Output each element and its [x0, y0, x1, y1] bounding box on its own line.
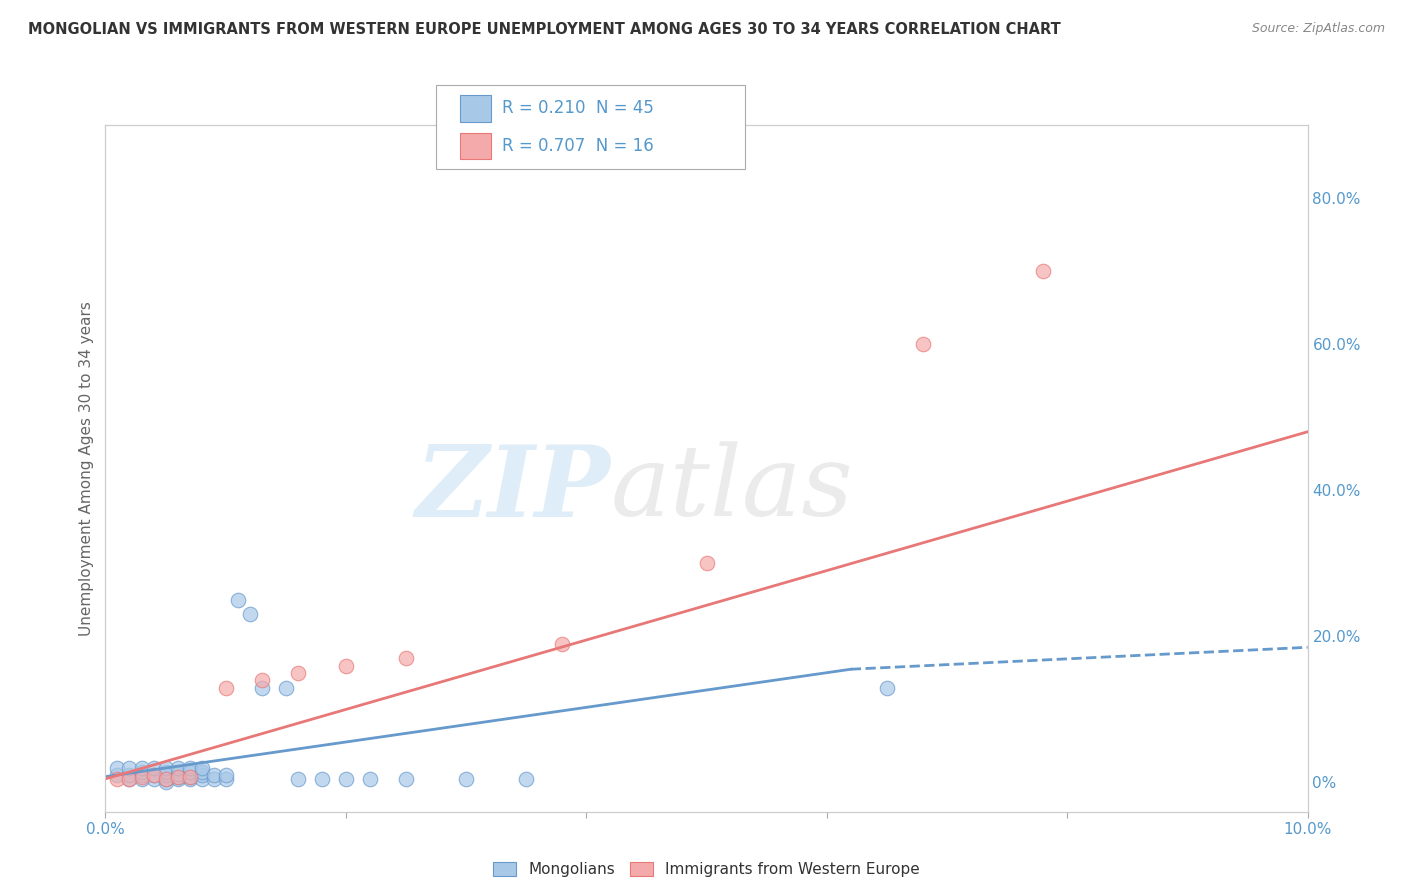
Point	[166, 770, 188, 784]
Point	[131, 761, 153, 775]
Point	[287, 665, 309, 680]
Point	[142, 768, 165, 782]
Point	[395, 651, 418, 665]
Text: MONGOLIAN VS IMMIGRANTS FROM WESTERN EUROPE UNEMPLOYMENT AMONG AGES 30 TO 34 YEA: MONGOLIAN VS IMMIGRANTS FROM WESTERN EUR…	[28, 22, 1062, 37]
Point	[214, 768, 236, 782]
Point	[131, 770, 153, 784]
Point	[155, 775, 177, 789]
Point	[166, 770, 188, 784]
Point	[131, 764, 153, 779]
Point	[214, 681, 236, 695]
Point	[142, 768, 165, 782]
Point	[179, 770, 201, 784]
Point	[311, 772, 333, 786]
Point	[202, 768, 225, 782]
Point	[274, 681, 297, 695]
Point	[214, 772, 236, 786]
Legend: Mongolians, Immigrants from Western Europe: Mongolians, Immigrants from Western Euro…	[486, 855, 927, 883]
Point	[515, 772, 537, 786]
Point	[107, 772, 129, 786]
Point	[155, 768, 177, 782]
Point	[118, 761, 141, 775]
Point	[335, 658, 357, 673]
Point	[179, 770, 201, 784]
Point	[359, 772, 381, 786]
Point	[454, 772, 477, 786]
Point	[166, 761, 188, 775]
Point	[335, 772, 357, 786]
Point	[155, 772, 177, 786]
Text: Source: ZipAtlas.com: Source: ZipAtlas.com	[1251, 22, 1385, 36]
Point	[118, 768, 141, 782]
Point	[107, 761, 129, 775]
Point	[202, 772, 225, 786]
Point	[395, 772, 418, 786]
Point	[107, 768, 129, 782]
Point	[190, 764, 212, 779]
Point	[142, 772, 165, 786]
Text: R = 0.210  N = 45: R = 0.210 N = 45	[502, 99, 654, 117]
Point	[190, 768, 212, 782]
Text: R = 0.707  N = 16: R = 0.707 N = 16	[502, 137, 654, 155]
Point	[118, 772, 141, 786]
Point	[876, 681, 898, 695]
Point	[166, 766, 188, 780]
Point	[911, 337, 934, 351]
Point	[239, 607, 262, 622]
Point	[131, 768, 153, 782]
Y-axis label: Unemployment Among Ages 30 to 34 years: Unemployment Among Ages 30 to 34 years	[79, 301, 94, 636]
Point	[696, 556, 718, 570]
Point	[155, 772, 177, 786]
Point	[1032, 264, 1054, 278]
Point	[179, 764, 201, 779]
Point	[179, 772, 201, 786]
Point	[551, 637, 574, 651]
Point	[287, 772, 309, 786]
Point	[131, 772, 153, 786]
Text: ZIP: ZIP	[415, 441, 610, 537]
Point	[166, 772, 188, 786]
Point	[250, 681, 273, 695]
Point	[226, 592, 249, 607]
Point	[118, 772, 141, 786]
Point	[155, 761, 177, 775]
Point	[155, 764, 177, 779]
Point	[190, 772, 212, 786]
Point	[142, 761, 165, 775]
Point	[250, 673, 273, 688]
Point	[190, 761, 212, 775]
Text: atlas: atlas	[610, 442, 853, 537]
Point	[179, 761, 201, 775]
